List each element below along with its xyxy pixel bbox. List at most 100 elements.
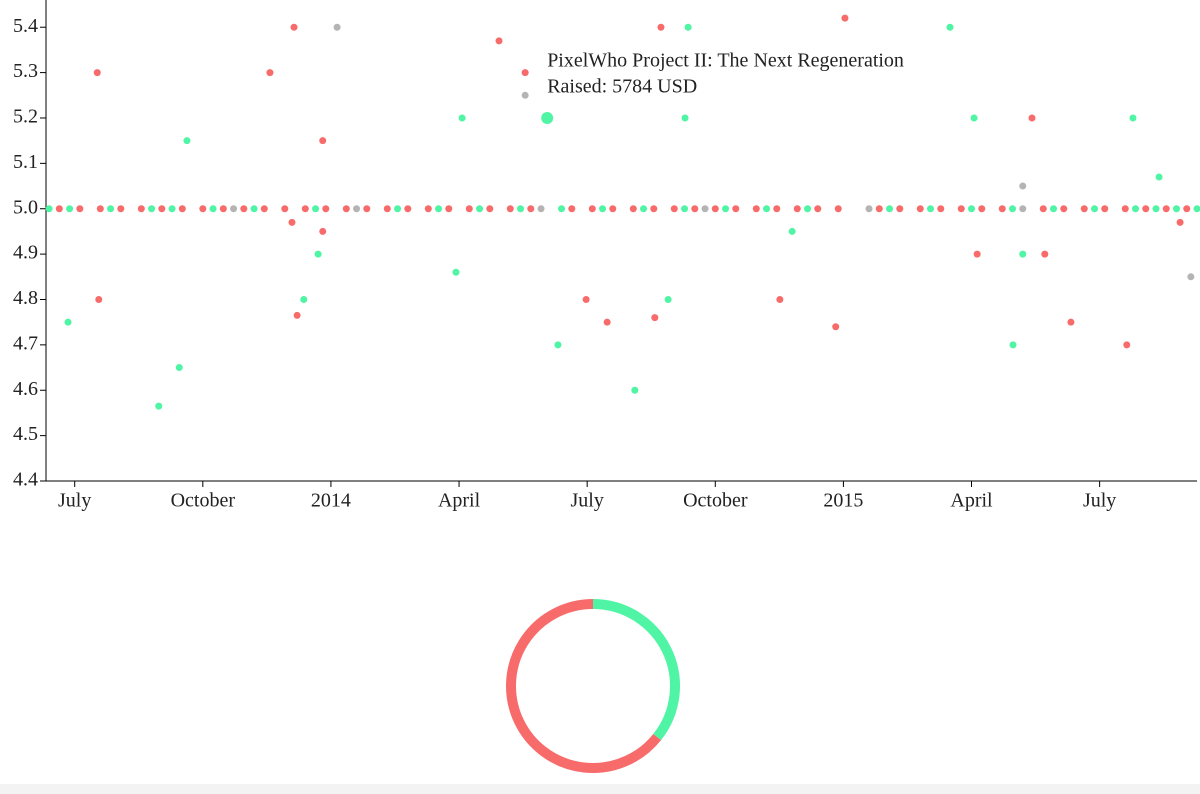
x-tick-label: April — [438, 490, 481, 512]
dot — [1162, 205, 1170, 213]
x-tick-label: October — [683, 490, 748, 512]
y-tick-label: 4.4 — [13, 469, 38, 491]
dot — [1193, 205, 1200, 213]
x-tick-label: July — [58, 490, 91, 512]
y-tick-label: 4.7 — [13, 332, 38, 354]
dot — [609, 205, 617, 213]
dot — [640, 205, 648, 213]
dot — [290, 23, 298, 31]
y-tick-label: 5.0 — [13, 196, 38, 218]
dot — [424, 205, 432, 213]
dot — [495, 37, 503, 45]
dot — [1152, 205, 1160, 213]
dot — [1019, 182, 1027, 190]
dot — [527, 205, 535, 213]
dot — [517, 205, 525, 213]
dot — [681, 205, 689, 213]
dot — [45, 205, 53, 213]
dot — [137, 205, 145, 213]
dot — [937, 205, 945, 213]
dot — [603, 318, 611, 326]
y-tick-label: 5.1 — [13, 151, 38, 173]
y-tick-label: 4.6 — [13, 378, 38, 400]
dot — [107, 205, 115, 213]
dot — [722, 205, 730, 213]
tooltip-text: Raised: 5784 USD — [547, 76, 697, 98]
dot — [314, 250, 322, 258]
dot — [1183, 205, 1191, 213]
dot — [363, 205, 371, 213]
dot — [1009, 341, 1017, 349]
dot — [435, 205, 443, 213]
dot — [55, 205, 63, 213]
dot — [458, 114, 466, 122]
dot — [1121, 205, 1129, 213]
x-tick-label: 2015 — [823, 490, 863, 512]
highlight-dot — [541, 111, 554, 124]
dot — [66, 205, 74, 213]
dot — [322, 205, 330, 213]
x-tick-label: July — [570, 490, 603, 512]
dot — [841, 14, 849, 22]
dot — [394, 205, 402, 213]
dot — [158, 205, 166, 213]
dot — [219, 205, 227, 213]
y-tick-label: 4.5 — [13, 423, 38, 445]
dot — [281, 205, 289, 213]
dot — [260, 205, 268, 213]
dot — [875, 205, 883, 213]
dot — [293, 311, 301, 319]
dot — [1009, 205, 1017, 213]
dot — [1091, 205, 1099, 213]
dot — [1173, 205, 1181, 213]
dot — [148, 205, 156, 213]
dot — [1132, 205, 1140, 213]
dot — [1039, 205, 1047, 213]
dot — [814, 205, 822, 213]
dot — [300, 295, 308, 303]
dot — [970, 114, 978, 122]
dot — [199, 205, 207, 213]
dot — [1129, 114, 1137, 122]
dot — [183, 137, 191, 145]
dot — [664, 295, 672, 303]
dot — [657, 23, 665, 31]
dot — [946, 23, 954, 31]
dot — [288, 218, 296, 226]
dot — [476, 205, 484, 213]
dot — [342, 205, 350, 213]
dot — [776, 295, 784, 303]
dot — [1019, 205, 1027, 213]
dot — [701, 205, 709, 213]
dot — [383, 205, 391, 213]
dot — [521, 69, 529, 77]
dot — [266, 69, 274, 77]
dot — [1101, 205, 1109, 213]
dot — [506, 205, 514, 213]
dot — [558, 205, 566, 213]
dot — [763, 205, 771, 213]
dot — [445, 205, 453, 213]
dot — [896, 205, 904, 213]
dot — [537, 205, 545, 213]
dot — [927, 205, 935, 213]
dot — [631, 386, 639, 394]
dot — [301, 205, 309, 213]
dot — [1176, 218, 1184, 226]
x-tick-label: April — [950, 490, 993, 512]
dot — [521, 91, 529, 99]
dot — [1187, 273, 1195, 281]
dot — [978, 205, 986, 213]
dot — [353, 205, 361, 213]
dot — [155, 402, 163, 410]
dot — [1060, 205, 1068, 213]
dot — [319, 227, 327, 235]
dot — [886, 205, 894, 213]
dot — [1050, 205, 1058, 213]
dot — [804, 205, 812, 213]
dot — [968, 205, 976, 213]
dot — [209, 205, 217, 213]
dot — [452, 268, 460, 276]
dot — [1067, 318, 1075, 326]
